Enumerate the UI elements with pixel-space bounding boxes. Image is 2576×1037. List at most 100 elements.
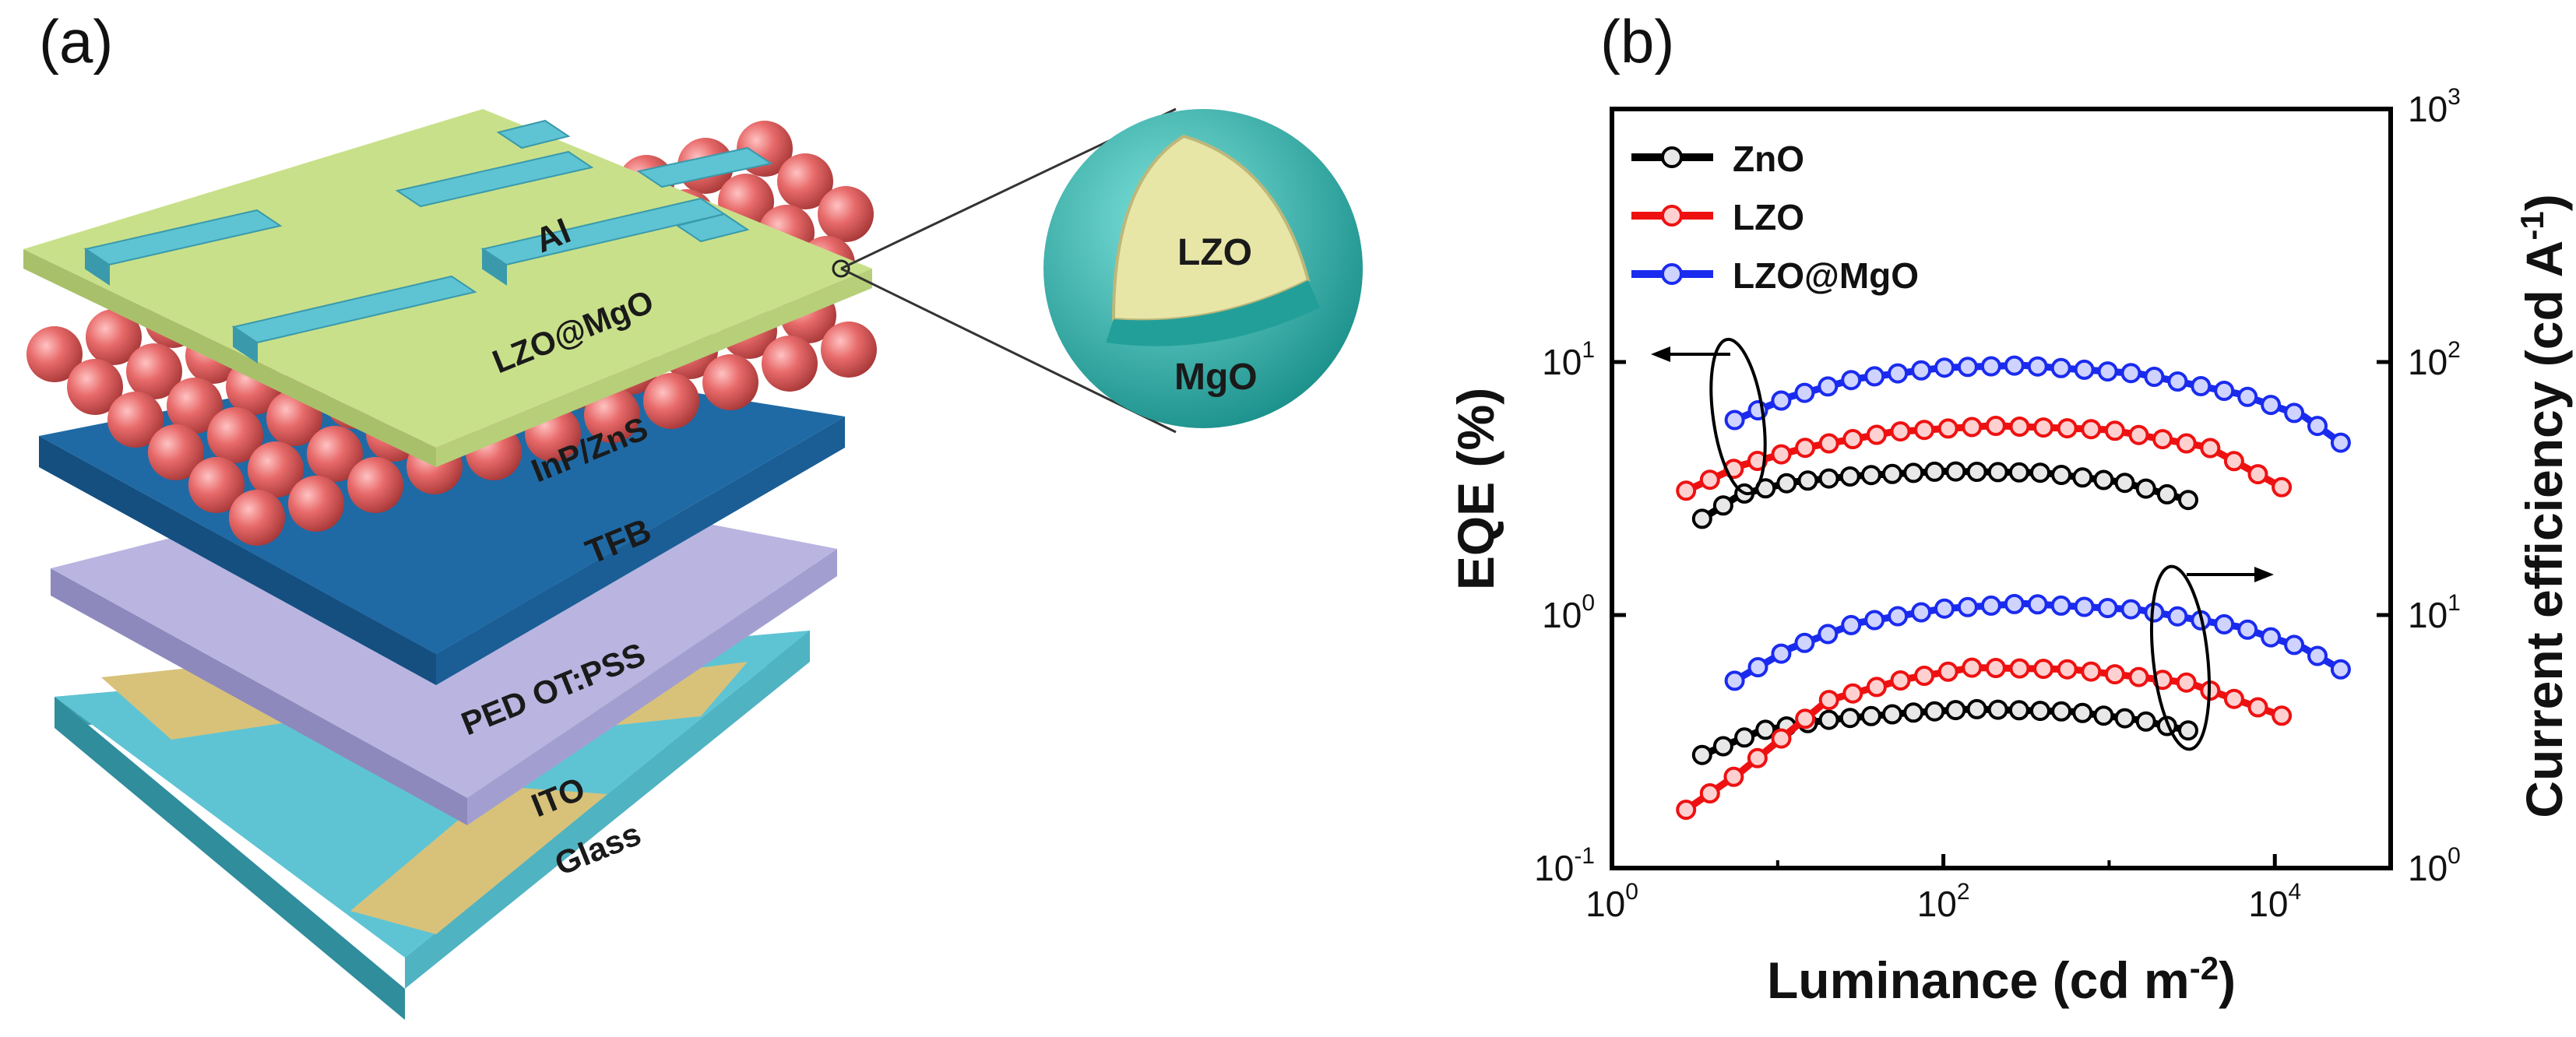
data-point-lzo-mgo-left: [2144, 367, 2165, 387]
data-point-zno-right: [1945, 700, 1966, 721]
data-point-lzo-right: [2272, 705, 2293, 726]
data-point-zno-left: [2156, 483, 2177, 504]
qd-sphere: [126, 343, 182, 399]
qd-sphere: [762, 336, 818, 392]
data-point-lzo-right: [1699, 783, 1720, 803]
data-point-zno-left: [2135, 478, 2156, 499]
data-point-lzo-mgo-right: [1864, 610, 1885, 631]
data-point-lzo-right: [1985, 658, 2006, 678]
data-point-lzo-mgo-left: [2214, 381, 2235, 401]
data-point-lzo-mgo-left: [2097, 361, 2118, 382]
data-point-lzo-left: [1866, 424, 1887, 445]
qd-sphere: [26, 326, 83, 382]
data-point-lzo-left: [2176, 433, 2197, 454]
data-point-lzo-mgo-left: [1980, 356, 2001, 377]
data-point-lzo-right: [2009, 658, 2030, 679]
data-point-zno-right: [1903, 702, 1924, 723]
data-point-lzo-left: [1699, 469, 1720, 490]
data-point-lzo-mgo-right: [1934, 598, 1955, 619]
data-point-lzo-right: [2104, 664, 2125, 685]
series-lzo-right: [1676, 657, 2293, 821]
qd-sphere: [777, 153, 833, 209]
data-point-lzo-left: [1937, 418, 1958, 439]
series-line-zno-left: [1700, 467, 2190, 522]
data-point-lzo-left: [2223, 451, 2244, 472]
data-point-zno-right: [1924, 701, 1945, 722]
qd-sphere: [584, 387, 640, 443]
y-left-tick-label: 10-1: [1534, 843, 1595, 888]
y-left-axis-label: EQE (%): [1447, 388, 1504, 590]
data-point-zno-left: [1945, 461, 1966, 482]
data-point-lzo-right: [1962, 657, 1983, 678]
series-lzo-mgo-left: [1724, 355, 2351, 453]
qd-sphere: [148, 424, 204, 480]
y-left-tick-label: 100: [1542, 590, 1595, 635]
data-point-lzo-left: [1747, 451, 1768, 471]
data-point-lzo-mgo-left: [1724, 410, 1745, 431]
data-point-lzo-mgo-right: [2214, 613, 2235, 635]
data-point-lzo-left: [1818, 433, 1839, 454]
qd-sphere: [702, 354, 758, 410]
y-right-tick-label: 102: [2408, 337, 2461, 382]
x-tick-label: 104: [2248, 879, 2301, 924]
qd-sphere: [821, 322, 877, 378]
data-point-zno-left: [2114, 473, 2135, 494]
data-point-lzo-left: [2009, 417, 2030, 437]
data-point-lzo-mgo-left: [2307, 416, 2328, 437]
legend-label-lzo: LZO: [1733, 197, 1804, 237]
data-point-lzo-mgo-right: [2097, 598, 2118, 618]
data-point-zno-left: [1691, 508, 1712, 529]
data-point-lzo-mgo-right: [1957, 596, 1978, 617]
data-point-zno-right: [1818, 709, 1839, 730]
qd-sphere: [307, 426, 363, 482]
x-axis-label-sup: -2: [2190, 950, 2219, 986]
legend-entry-lzo: LZO: [1631, 197, 1804, 237]
data-point-lzo-mgo-right: [1747, 657, 1768, 677]
data-point-lzo-left: [2272, 476, 2293, 497]
data-point-zno-left: [2093, 469, 2114, 490]
panel-label-b: (b): [1600, 7, 1675, 76]
data-point-lzo-right: [2033, 659, 2054, 680]
legend-entry-zno: ZnO: [1631, 139, 1804, 179]
panel-label-a: (a): [39, 7, 114, 76]
data-point-zno-right: [1987, 699, 2008, 720]
data-point-lzo-right: [2057, 659, 2078, 680]
qd-sphere: [347, 457, 403, 513]
plot-frame: [1610, 107, 2393, 870]
data-point-zno-right: [2008, 700, 2029, 721]
data-point-zno-right: [2051, 701, 2072, 722]
data-point-lzo-mgo-right: [1980, 595, 2001, 616]
left-axis-annotation: [1651, 337, 1767, 496]
data-point-zno-left: [1882, 463, 1902, 484]
y-right-axis-label: Current efficiency (cd A-1): [2514, 194, 2573, 817]
data-point-lzo-mgo-left: [1771, 390, 1792, 411]
data-point-zno-left: [1860, 465, 1881, 486]
data-point-lzo-right: [1723, 766, 1744, 787]
data-point-lzo-right: [2223, 688, 2244, 709]
data-point-lzo-left: [1771, 444, 1792, 465]
data-point-lzo-mgo-right: [2261, 627, 2282, 648]
data-point-lzo-right: [1937, 661, 1958, 682]
data-point-lzo-left: [2057, 418, 2078, 439]
data-point-lzo-left: [2033, 417, 2054, 438]
data-point-zno-right: [1755, 719, 1776, 740]
qd-sphere: [167, 378, 223, 434]
data-point-zno-left: [2008, 462, 2029, 483]
y-right-axis-ticks: 100 101 102 103: [2377, 84, 2461, 888]
x-tick-label: 100: [1585, 879, 1638, 924]
data-point-zno-left: [1818, 468, 1839, 489]
qd-sphere: [229, 490, 285, 546]
data-point-lzo-left: [2081, 419, 2102, 440]
data-point-lzo-mgo-right: [1911, 602, 1932, 623]
data-point-lzo-mgo-left: [2330, 432, 2351, 453]
data-point-zno-right: [1691, 744, 1712, 765]
data-point-lzo-mgo-right: [2237, 619, 2258, 640]
device-stack-diagram: ITO Glass PED OT:PSS TFB: [23, 107, 1363, 1020]
data-point-zno-right: [1882, 704, 1902, 725]
data-point-zno-left: [1776, 473, 1797, 494]
qd-sphere: [288, 476, 344, 532]
data-point-lzo-left: [1985, 416, 2006, 436]
data-point-lzo-mgo-left: [1864, 366, 1885, 387]
legend-entry-lzo-mgo: LZO@MgO: [1631, 255, 1919, 296]
